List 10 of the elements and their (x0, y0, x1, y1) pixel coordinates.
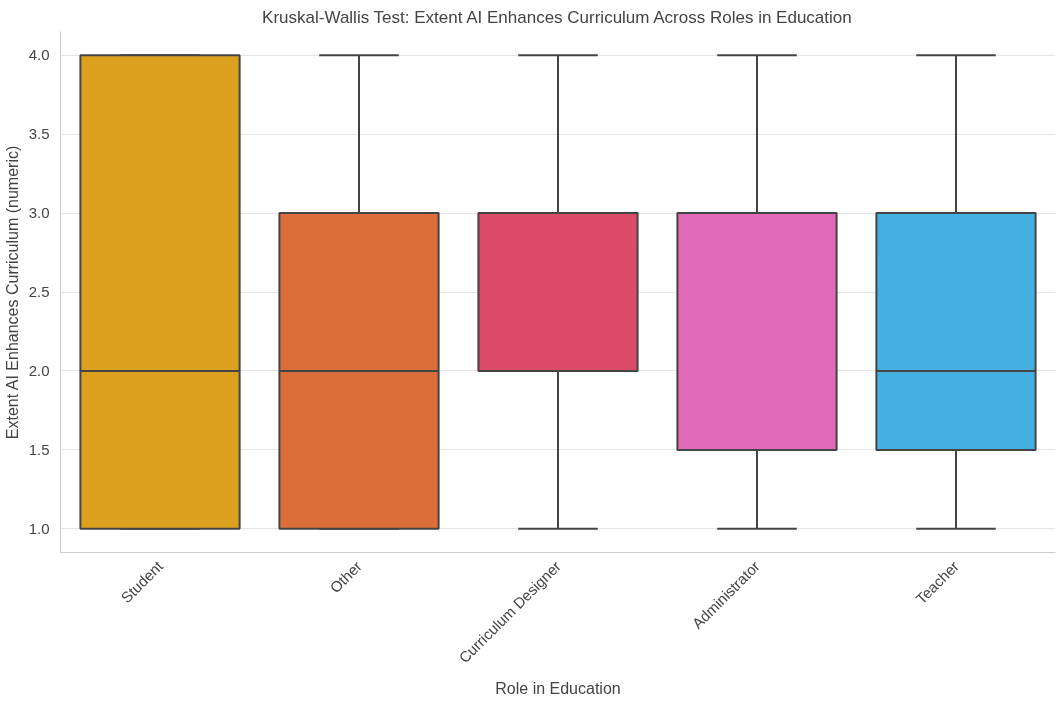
y-tick-label: 3.0 (28, 204, 50, 222)
y-tick-label: 3.5 (28, 125, 50, 143)
y-tick-label: 2.0 (28, 361, 50, 379)
x-axis-title: Role in Education (495, 680, 621, 698)
y-tick-label: 1.0 (28, 519, 50, 537)
y-tick-label: 2.5 (28, 283, 50, 300)
y-tick-label: 1.5 (28, 440, 50, 458)
y-axis-title: Extent AI Enhances Curriculum (numeric) (3, 145, 21, 440)
chart-title: Kruskal-Wallis Test: Extent AI Enhances Curriculum Across Roles in Education (262, 7, 852, 27)
y-tick-label: 4.0 (28, 46, 50, 64)
